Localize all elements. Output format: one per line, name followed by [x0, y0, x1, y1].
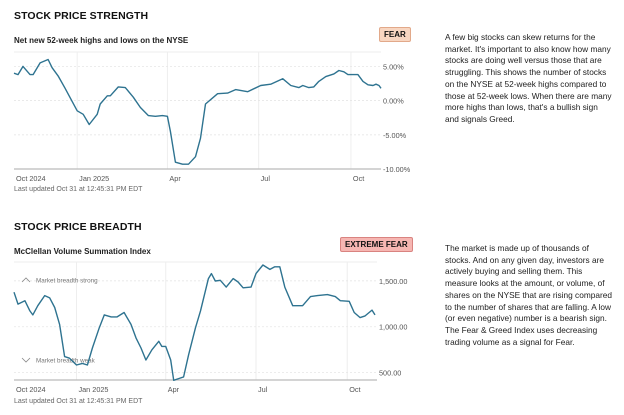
description-line: The market is made up of thousands of: [445, 243, 589, 253]
description-line: those at 52-week lows. When there are ma…: [445, 90, 612, 101]
description-line: A few big stocks can skew returns for th…: [445, 32, 596, 42]
x-tick-label: Jan 2025: [79, 174, 109, 183]
description-line: to the number of shares that are falling…: [445, 301, 612, 312]
x-tick-label: Oct 2024: [16, 174, 46, 183]
x-tick-label: Oct: [349, 385, 360, 394]
description-line: market. It's important to also know how …: [445, 43, 611, 54]
last-updated-strength: Last updated Oct 31 at 12:45:31 PM EDT: [14, 186, 143, 193]
description-line: struggling. This shows the number of sto…: [445, 67, 607, 78]
chevron-up-icon: [21, 277, 31, 283]
description-line: stocks. And on any given day, investors …: [445, 254, 604, 265]
section-title-strength: STOCK PRICE STRENGTH: [14, 10, 149, 22]
annotation-label: Market breadth weak: [36, 358, 96, 365]
fear-status-badge: FEAR: [379, 27, 411, 42]
y-tick-label: 5.00%: [383, 62, 404, 71]
x-tick-label: Oct 2024: [16, 385, 46, 394]
description-line: shares on the NYSE that are rising compa…: [445, 289, 612, 300]
x-tick-label: Jul: [261, 174, 271, 183]
breadth-description: The market is made up of thousands of sto…: [445, 243, 624, 348]
x-tick-label: Oct: [353, 174, 364, 183]
description-line: more highs than lows, that's a bullish s…: [445, 102, 598, 113]
x-tick-label: Jan 2025: [78, 385, 108, 394]
extreme-fear-status-badge: EXTREME FEAR: [340, 237, 413, 252]
description-line: and signals Greed.: [445, 113, 515, 124]
description-line: on the NYSE at 52-week highs compared to: [445, 78, 607, 89]
chevron-down-icon: [21, 357, 31, 363]
x-tick-label: Apr: [168, 385, 180, 394]
y-tick-label: 1,500.00: [379, 277, 407, 286]
annotation-label: Market breadth strong: [36, 278, 98, 285]
y-tick-label: -10.00%: [383, 165, 411, 174]
y-tick-label: -5.00%: [383, 131, 407, 140]
description-line: stocks are doing well versus those that …: [445, 55, 602, 66]
strength-chart: Oct 2024 Jan 2025 Apr Jul Oct 5.00% 0.00% -5.00…: [13, 51, 411, 183]
chart-title-strength: Net new 52-week highs and lows on the NY…: [14, 36, 189, 45]
y-tick-label: 1,000.00: [379, 323, 407, 332]
description-line: (or even negative) number is a bearish s…: [445, 313, 607, 324]
y-tick-label: 0.00%: [383, 97, 404, 106]
series-line: [13, 58, 382, 165]
x-tick-label: Jul: [258, 385, 268, 394]
strength-description: A few big stocks can skew returns for th…: [445, 32, 624, 126]
last-updated-breadth: Last updated Oct 31 at 12:45:31 PM EDT: [14, 398, 143, 405]
series-line: [13, 264, 376, 381]
description-line: trading volume as a signal for Fear.: [445, 336, 575, 347]
y-tick-label: 500.00: [379, 369, 401, 378]
x-tick-label: Apr: [169, 174, 181, 183]
description-line: measure looks at the amount, or volume, …: [445, 278, 605, 289]
section-title-breadth: STOCK PRICE BREADTH: [14, 221, 142, 233]
breadth-chart: Oct 2024 Jan 2025 Apr Jul Oct 1,500.00 1,000.0…: [13, 261, 407, 394]
description-line: actively buying and selling them. This: [445, 266, 583, 277]
chart-title-breadth: McClellan Volume Summation Index: [14, 247, 151, 256]
description-line: The Fear & Greed Index uses decreasing: [445, 324, 598, 335]
